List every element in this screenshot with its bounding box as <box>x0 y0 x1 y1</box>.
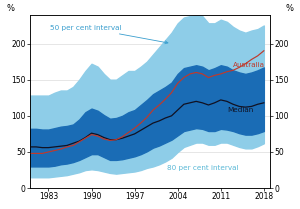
Text: %: % <box>285 4 293 13</box>
Text: 50 per cent interval: 50 per cent interval <box>50 25 168 44</box>
Text: Australia: Australia <box>233 62 265 68</box>
Text: %: % <box>7 4 15 13</box>
Text: Median: Median <box>227 107 253 113</box>
Text: 80 per cent interval: 80 per cent interval <box>167 165 238 171</box>
